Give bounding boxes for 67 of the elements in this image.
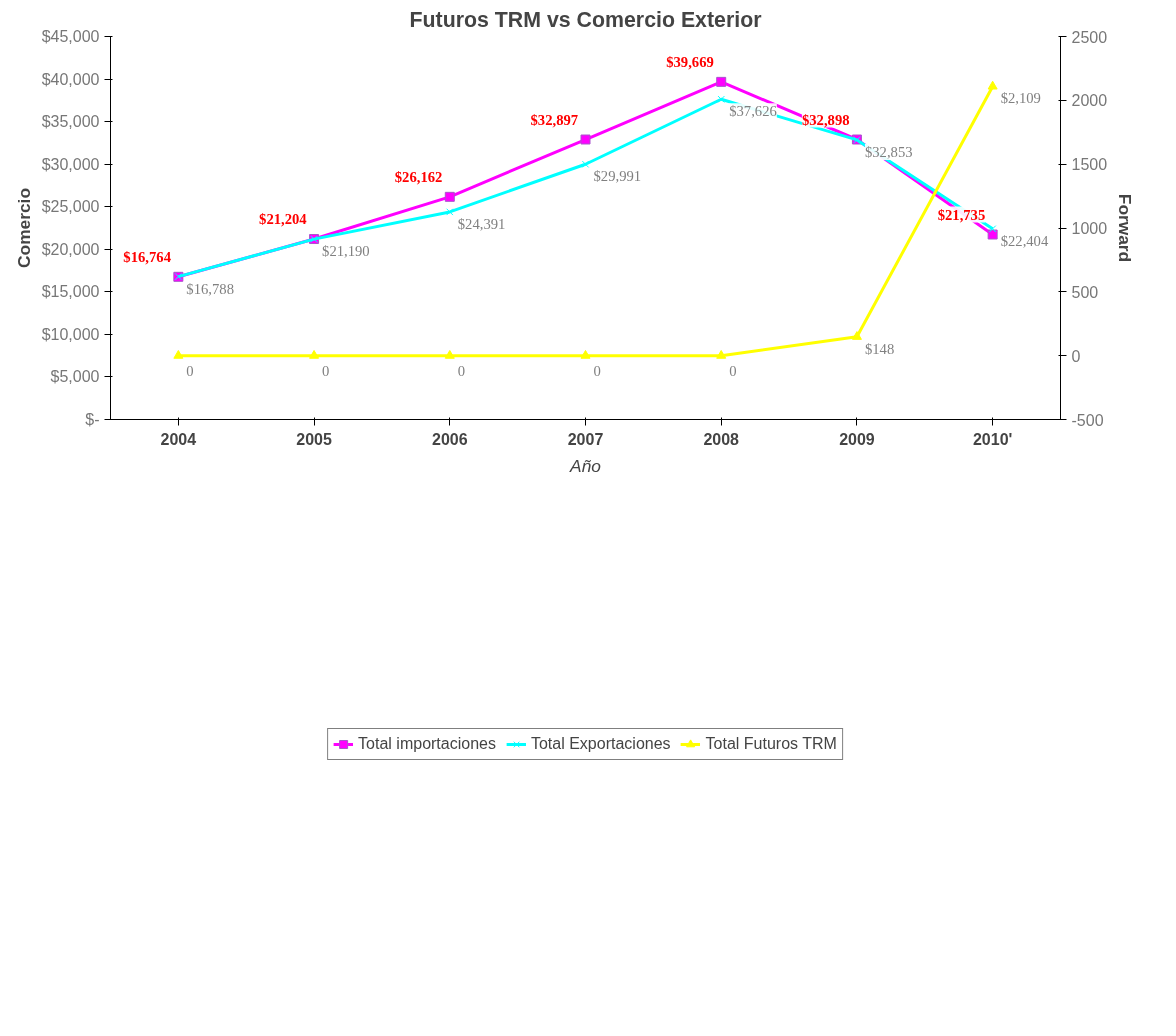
- data-label: $21,190: [322, 243, 370, 260]
- data-label: $21,735: [937, 206, 986, 223]
- data-label: $24,391: [457, 215, 506, 232]
- data-label: $39,669: [666, 53, 714, 70]
- data-label: 0: [186, 362, 194, 379]
- point: [444, 191, 455, 202]
- y2-tick-label: 2500: [1071, 28, 1108, 46]
- y2-tick-label: 1000: [1071, 220, 1108, 237]
- data-label: $32,897: [530, 111, 579, 128]
- y2-tick-label: 0: [1071, 347, 1081, 365]
- y-tick-label: $5,000: [50, 368, 100, 386]
- y-axis-title: Comercio: [13, 188, 34, 268]
- x-tick-label: 2007: [567, 430, 604, 448]
- y2-tick-label: 2000: [1071, 92, 1108, 110]
- data-label: 0: [729, 362, 737, 379]
- point: [446, 208, 454, 216]
- point: [716, 349, 727, 359]
- point: [444, 349, 455, 359]
- point: [988, 225, 997, 233]
- y2-tick-label: 1500: [1071, 156, 1108, 174]
- y2-axis-title: Forward: [1115, 193, 1136, 263]
- x-tick-label: 2010': [972, 430, 1013, 448]
- data-label: $16,788: [186, 280, 234, 297]
- data-label: 0: [593, 362, 601, 379]
- data-label: $32,853: [864, 143, 913, 160]
- data-label: $37,626: [729, 103, 777, 120]
- data-label: $21,204: [259, 211, 308, 228]
- y-tick-label: $35,000: [41, 113, 100, 131]
- point: [173, 349, 184, 359]
- legend-label: Total Futuros TRM: [705, 735, 837, 753]
- point: [580, 349, 591, 359]
- point: [851, 331, 862, 340]
- data-label: 0: [322, 362, 330, 379]
- y-tick-label: $30,000: [41, 155, 100, 173]
- chart-title: Futuros TRM vs Comercio Exterior: [409, 7, 762, 32]
- y-tick-label: $15,000: [41, 283, 100, 301]
- point: [580, 134, 591, 145]
- y2-tick-label: -500: [1071, 411, 1104, 429]
- y-tick-label: $45,000: [41, 28, 100, 45]
- point: [309, 349, 320, 359]
- legend-label: Total importaciones: [358, 735, 496, 753]
- data-label: $16,764: [123, 248, 172, 265]
- data-label: $29,991: [593, 168, 642, 185]
- y-tick-label: $25,000: [41, 198, 100, 216]
- point: [987, 80, 998, 90]
- data-label: $148: [864, 340, 895, 357]
- legend-label: Total Exportaciones: [530, 735, 671, 753]
- data-label: 0: [457, 362, 466, 379]
- y2-tick-label: 500: [1071, 283, 1099, 301]
- y-tick-label: $40,000: [41, 70, 100, 88]
- y-tick-label: $10,000: [41, 325, 100, 343]
- data-label: $32,898: [801, 111, 850, 128]
- x-tick-label: 2005: [296, 430, 332, 448]
- data-label: $26,162: [394, 168, 443, 185]
- x-tick-label: 2009: [839, 430, 875, 448]
- x-axis-title: Año: [569, 455, 602, 476]
- data-label: $2,109: [1000, 90, 1041, 107]
- point: [987, 229, 998, 240]
- point: [717, 95, 725, 103]
- x-tick-label: 2004: [160, 430, 197, 448]
- point: [716, 76, 727, 87]
- x-tick-label: 2008: [703, 430, 740, 448]
- point: [581, 160, 590, 168]
- data-label: $22,404: [1000, 232, 1049, 249]
- y-tick-label: $20,000: [41, 240, 100, 258]
- y-tick-label: $-: [85, 411, 100, 428]
- x-tick-label: 2006: [431, 430, 468, 448]
